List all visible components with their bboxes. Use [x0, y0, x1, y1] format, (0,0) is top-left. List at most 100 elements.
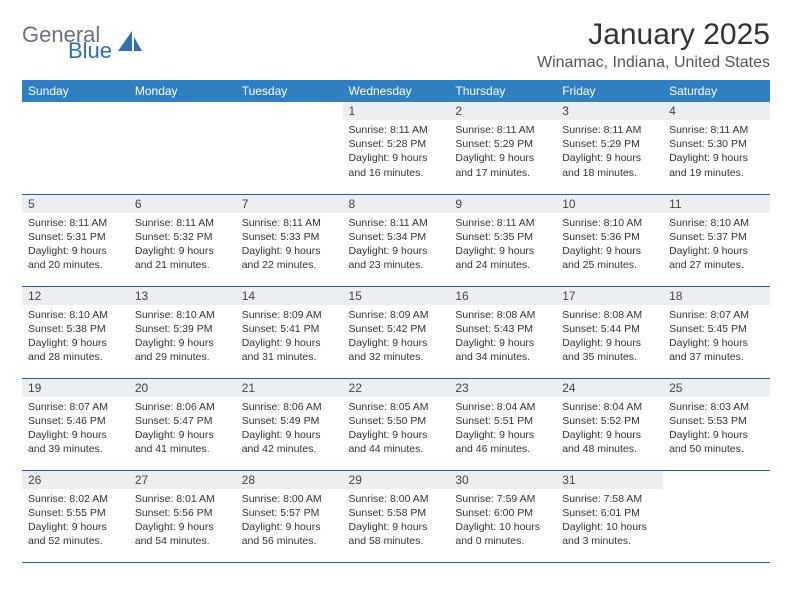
calendar-cell: 6Sunrise: 8:11 AMSunset: 5:32 PMDaylight…: [129, 194, 236, 286]
day-header: Monday: [129, 80, 236, 102]
calendar-cell: 23Sunrise: 8:04 AMSunset: 5:51 PMDayligh…: [449, 378, 556, 470]
calendar-cell: 30Sunrise: 7:59 AMSunset: 6:00 PMDayligh…: [449, 470, 556, 562]
day-number: 14: [236, 287, 343, 305]
calendar-body: 1Sunrise: 8:11 AMSunset: 5:28 PMDaylight…: [22, 102, 770, 562]
calendar-cell: 14Sunrise: 8:09 AMSunset: 5:41 PMDayligh…: [236, 286, 343, 378]
calendar-week: 26Sunrise: 8:02 AMSunset: 5:55 PMDayligh…: [22, 470, 770, 562]
day-header: Saturday: [663, 80, 770, 102]
day-number: 28: [236, 471, 343, 489]
day-info: Sunrise: 8:11 AMSunset: 5:34 PMDaylight:…: [343, 213, 450, 277]
day-info: Sunrise: 8:00 AMSunset: 5:57 PMDaylight:…: [236, 489, 343, 553]
day-info: Sunrise: 8:11 AMSunset: 5:29 PMDaylight:…: [556, 120, 663, 184]
calendar-cell: 7Sunrise: 8:11 AMSunset: 5:33 PMDaylight…: [236, 194, 343, 286]
calendar-cell: [663, 470, 770, 562]
sail-icon: [118, 31, 144, 60]
header: General Blue January 2025 Winamac, India…: [22, 18, 770, 72]
day-info: Sunrise: 7:59 AMSunset: 6:00 PMDaylight:…: [449, 489, 556, 553]
day-number: 21: [236, 379, 343, 397]
calendar-cell: 2Sunrise: 8:11 AMSunset: 5:29 PMDaylight…: [449, 102, 556, 194]
calendar-cell: 29Sunrise: 8:00 AMSunset: 5:58 PMDayligh…: [343, 470, 450, 562]
day-number: 24: [556, 379, 663, 397]
brand-logo: General Blue: [22, 24, 144, 62]
day-number: 4: [663, 102, 770, 120]
location: Winamac, Indiana, United States: [537, 54, 770, 72]
empty-day: [129, 102, 236, 120]
day-number: 9: [449, 195, 556, 213]
calendar-cell: 24Sunrise: 8:04 AMSunset: 5:52 PMDayligh…: [556, 378, 663, 470]
day-number: 30: [449, 471, 556, 489]
day-info: Sunrise: 8:06 AMSunset: 5:49 PMDaylight:…: [236, 397, 343, 461]
brand-word-2: Blue: [22, 40, 112, 62]
day-info: Sunrise: 8:03 AMSunset: 5:53 PMDaylight:…: [663, 397, 770, 461]
calendar-cell: 20Sunrise: 8:06 AMSunset: 5:47 PMDayligh…: [129, 378, 236, 470]
day-number: 17: [556, 287, 663, 305]
calendar-cell: [22, 102, 129, 194]
day-number: 11: [663, 195, 770, 213]
calendar-cell: 8Sunrise: 8:11 AMSunset: 5:34 PMDaylight…: [343, 194, 450, 286]
calendar-cell: 22Sunrise: 8:05 AMSunset: 5:50 PMDayligh…: [343, 378, 450, 470]
day-info: Sunrise: 8:11 AMSunset: 5:35 PMDaylight:…: [449, 213, 556, 277]
day-number: 6: [129, 195, 236, 213]
day-info: Sunrise: 8:09 AMSunset: 5:42 PMDaylight:…: [343, 305, 450, 369]
day-number: 23: [449, 379, 556, 397]
calendar-week: 12Sunrise: 8:10 AMSunset: 5:38 PMDayligh…: [22, 286, 770, 378]
calendar-cell: 26Sunrise: 8:02 AMSunset: 5:55 PMDayligh…: [22, 470, 129, 562]
day-number: 29: [343, 471, 450, 489]
calendar-cell: 16Sunrise: 8:08 AMSunset: 5:43 PMDayligh…: [449, 286, 556, 378]
day-number: 20: [129, 379, 236, 397]
day-info: Sunrise: 7:58 AMSunset: 6:01 PMDaylight:…: [556, 489, 663, 553]
empty-day: [22, 102, 129, 120]
day-number: 13: [129, 287, 236, 305]
calendar-cell: 17Sunrise: 8:08 AMSunset: 5:44 PMDayligh…: [556, 286, 663, 378]
day-info: Sunrise: 8:11 AMSunset: 5:32 PMDaylight:…: [129, 213, 236, 277]
day-info: Sunrise: 8:04 AMSunset: 5:51 PMDaylight:…: [449, 397, 556, 461]
day-number: 10: [556, 195, 663, 213]
day-header: Thursday: [449, 80, 556, 102]
calendar-cell: 11Sunrise: 8:10 AMSunset: 5:37 PMDayligh…: [663, 194, 770, 286]
calendar-cell: 31Sunrise: 7:58 AMSunset: 6:01 PMDayligh…: [556, 470, 663, 562]
day-number: 18: [663, 287, 770, 305]
calendar-cell: [129, 102, 236, 194]
calendar-cell: 1Sunrise: 8:11 AMSunset: 5:28 PMDaylight…: [343, 102, 450, 194]
day-info: Sunrise: 8:05 AMSunset: 5:50 PMDaylight:…: [343, 397, 450, 461]
day-number: 25: [663, 379, 770, 397]
calendar-week: 5Sunrise: 8:11 AMSunset: 5:31 PMDaylight…: [22, 194, 770, 286]
day-number: 19: [22, 379, 129, 397]
day-info: Sunrise: 8:00 AMSunset: 5:58 PMDaylight:…: [343, 489, 450, 553]
calendar-cell: 21Sunrise: 8:06 AMSunset: 5:49 PMDayligh…: [236, 378, 343, 470]
calendar-cell: [236, 102, 343, 194]
calendar-cell: 25Sunrise: 8:03 AMSunset: 5:53 PMDayligh…: [663, 378, 770, 470]
day-number: 22: [343, 379, 450, 397]
day-header-row: SundayMondayTuesdayWednesdayThursdayFrid…: [22, 80, 770, 102]
day-header: Friday: [556, 80, 663, 102]
calendar-cell: 28Sunrise: 8:00 AMSunset: 5:57 PMDayligh…: [236, 470, 343, 562]
day-number: 1: [343, 102, 450, 120]
day-info: Sunrise: 8:08 AMSunset: 5:44 PMDaylight:…: [556, 305, 663, 369]
day-number: 12: [22, 287, 129, 305]
calendar-table: SundayMondayTuesdayWednesdayThursdayFrid…: [22, 80, 770, 563]
day-header: Tuesday: [236, 80, 343, 102]
calendar-cell: 13Sunrise: 8:10 AMSunset: 5:39 PMDayligh…: [129, 286, 236, 378]
month-title: January 2025: [537, 18, 770, 52]
day-number: 2: [449, 102, 556, 120]
day-number: 27: [129, 471, 236, 489]
empty-day: [236, 102, 343, 120]
day-header: Sunday: [22, 80, 129, 102]
calendar-week: 1Sunrise: 8:11 AMSunset: 5:28 PMDaylight…: [22, 102, 770, 194]
calendar-cell: 3Sunrise: 8:11 AMSunset: 5:29 PMDaylight…: [556, 102, 663, 194]
calendar-cell: 12Sunrise: 8:10 AMSunset: 5:38 PMDayligh…: [22, 286, 129, 378]
day-number: 15: [343, 287, 450, 305]
day-header: Wednesday: [343, 80, 450, 102]
day-info: Sunrise: 8:11 AMSunset: 5:29 PMDaylight:…: [449, 120, 556, 184]
calendar-cell: 9Sunrise: 8:11 AMSunset: 5:35 PMDaylight…: [449, 194, 556, 286]
day-number: 7: [236, 195, 343, 213]
day-info: Sunrise: 8:02 AMSunset: 5:55 PMDaylight:…: [22, 489, 129, 553]
day-number: 5: [22, 195, 129, 213]
day-number: 26: [22, 471, 129, 489]
calendar-week: 19Sunrise: 8:07 AMSunset: 5:46 PMDayligh…: [22, 378, 770, 470]
calendar-cell: 19Sunrise: 8:07 AMSunset: 5:46 PMDayligh…: [22, 378, 129, 470]
day-info: Sunrise: 8:06 AMSunset: 5:47 PMDaylight:…: [129, 397, 236, 461]
day-info: Sunrise: 8:07 AMSunset: 5:46 PMDaylight:…: [22, 397, 129, 461]
calendar-cell: 5Sunrise: 8:11 AMSunset: 5:31 PMDaylight…: [22, 194, 129, 286]
day-info: Sunrise: 8:07 AMSunset: 5:45 PMDaylight:…: [663, 305, 770, 369]
